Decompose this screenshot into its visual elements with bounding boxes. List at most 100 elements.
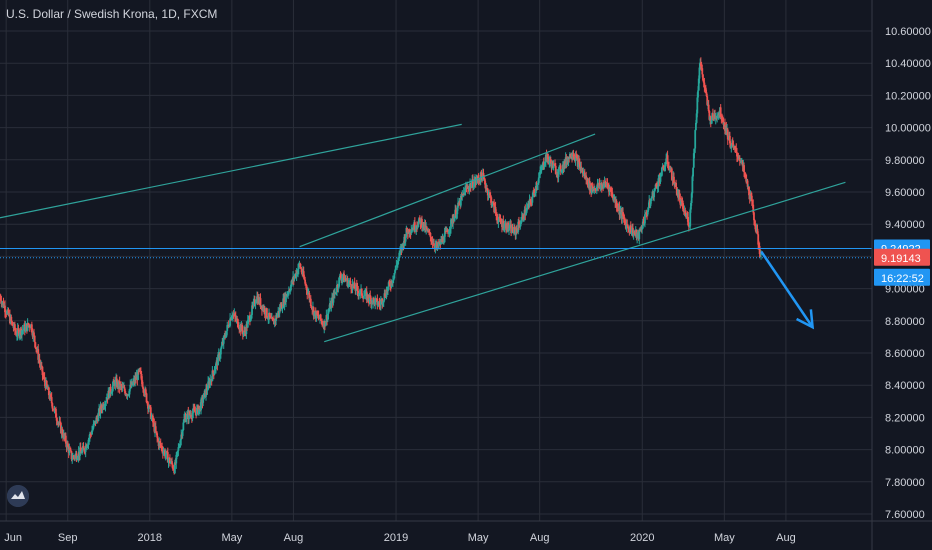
candle-body <box>303 277 306 280</box>
candle-body <box>537 177 540 183</box>
candle-body <box>462 194 464 196</box>
candle-body <box>711 113 714 118</box>
candle-body <box>425 227 428 230</box>
tradingview-logo-icon[interactable] <box>7 485 29 507</box>
candle-body <box>614 197 617 203</box>
candle-body <box>410 230 413 234</box>
candle-body <box>137 370 139 380</box>
candle-body <box>280 304 283 309</box>
candle-body <box>123 387 126 392</box>
candle-body <box>647 206 650 211</box>
candle-body <box>160 446 163 448</box>
candle-body <box>369 295 372 298</box>
candle-body <box>642 221 645 225</box>
candle-body <box>83 448 86 452</box>
candle-body <box>459 195 462 206</box>
candle-body <box>90 434 93 436</box>
candle-body <box>541 165 544 170</box>
candle-body <box>738 157 741 161</box>
candle-body <box>685 213 687 218</box>
candle-body <box>190 414 193 418</box>
candle-body <box>50 397 53 404</box>
candle-body <box>26 322 29 331</box>
candle-body <box>176 452 178 455</box>
y-tick-label: 8.40000 <box>885 380 925 392</box>
forecast-arrow-head[interactable] <box>796 309 815 330</box>
candle-body <box>656 186 659 188</box>
candle-body <box>295 271 298 277</box>
time-axis[interactable] <box>0 521 932 550</box>
candle-body <box>33 335 36 343</box>
candle-body <box>224 336 227 338</box>
candle-body <box>215 363 217 370</box>
candle-body <box>129 384 132 390</box>
candle-body <box>704 86 707 88</box>
candle-body <box>660 175 663 177</box>
candle-body <box>54 408 57 410</box>
candle-body <box>324 322 327 327</box>
candle-body <box>720 116 723 120</box>
candle-body <box>358 293 361 295</box>
candle-body <box>760 253 762 255</box>
candle-body <box>171 461 173 465</box>
x-tick-label: May <box>468 532 489 544</box>
candle-body <box>18 334 21 337</box>
candle-body <box>393 272 396 279</box>
candle-body <box>405 227 408 237</box>
candle-body <box>250 314 253 319</box>
candle-body <box>29 327 32 329</box>
candle-body <box>702 74 704 81</box>
candle-body <box>681 201 684 204</box>
candle-body <box>337 286 340 288</box>
candle-body <box>127 394 130 396</box>
y-tick-label: 8.60000 <box>885 348 925 360</box>
candle-body <box>285 294 287 303</box>
candle-body <box>741 160 744 167</box>
candle-body <box>1 302 4 304</box>
trendline-2[interactable] <box>299 133 596 248</box>
candle-body <box>744 173 747 175</box>
candle-body <box>675 182 677 188</box>
candle-body <box>560 171 563 173</box>
candle-body <box>753 220 756 224</box>
candle-body <box>488 193 491 196</box>
trendline-1[interactable] <box>0 123 462 219</box>
candle-body <box>356 286 359 291</box>
candle-body <box>209 379 212 386</box>
candle-body <box>413 222 416 230</box>
current-price-badge[interactable] <box>874 248 930 266</box>
candle-body <box>16 335 18 337</box>
candle-body <box>308 293 311 300</box>
candle-body <box>390 280 393 287</box>
candle-body <box>576 155 578 158</box>
candle-body <box>610 188 612 192</box>
candle-body <box>494 207 497 213</box>
candle-body <box>443 233 446 243</box>
candle-body <box>606 183 609 185</box>
x-tick-label: Aug <box>284 532 304 544</box>
candle-body <box>542 162 545 167</box>
candle-body <box>673 176 675 184</box>
candle-body <box>532 191 534 198</box>
candle-body <box>640 229 643 231</box>
trendline-3[interactable] <box>324 181 846 343</box>
candle-body <box>86 445 88 449</box>
candle-body <box>645 212 648 214</box>
candle-body <box>24 326 27 332</box>
candle-body <box>644 214 646 224</box>
candle-body <box>237 327 240 329</box>
candle-body <box>355 284 358 287</box>
candle-body <box>743 165 745 173</box>
candle-body <box>219 348 222 355</box>
candle-body <box>226 325 229 331</box>
candle-body <box>103 406 105 408</box>
candle-body <box>691 176 694 194</box>
candle-body <box>705 92 708 97</box>
forecast-arrow-shaft[interactable] <box>760 250 814 328</box>
candle-body <box>525 207 528 213</box>
candle-body <box>473 182 476 187</box>
candle-body <box>234 313 236 317</box>
x-tick-label: 2020 <box>630 532 654 544</box>
